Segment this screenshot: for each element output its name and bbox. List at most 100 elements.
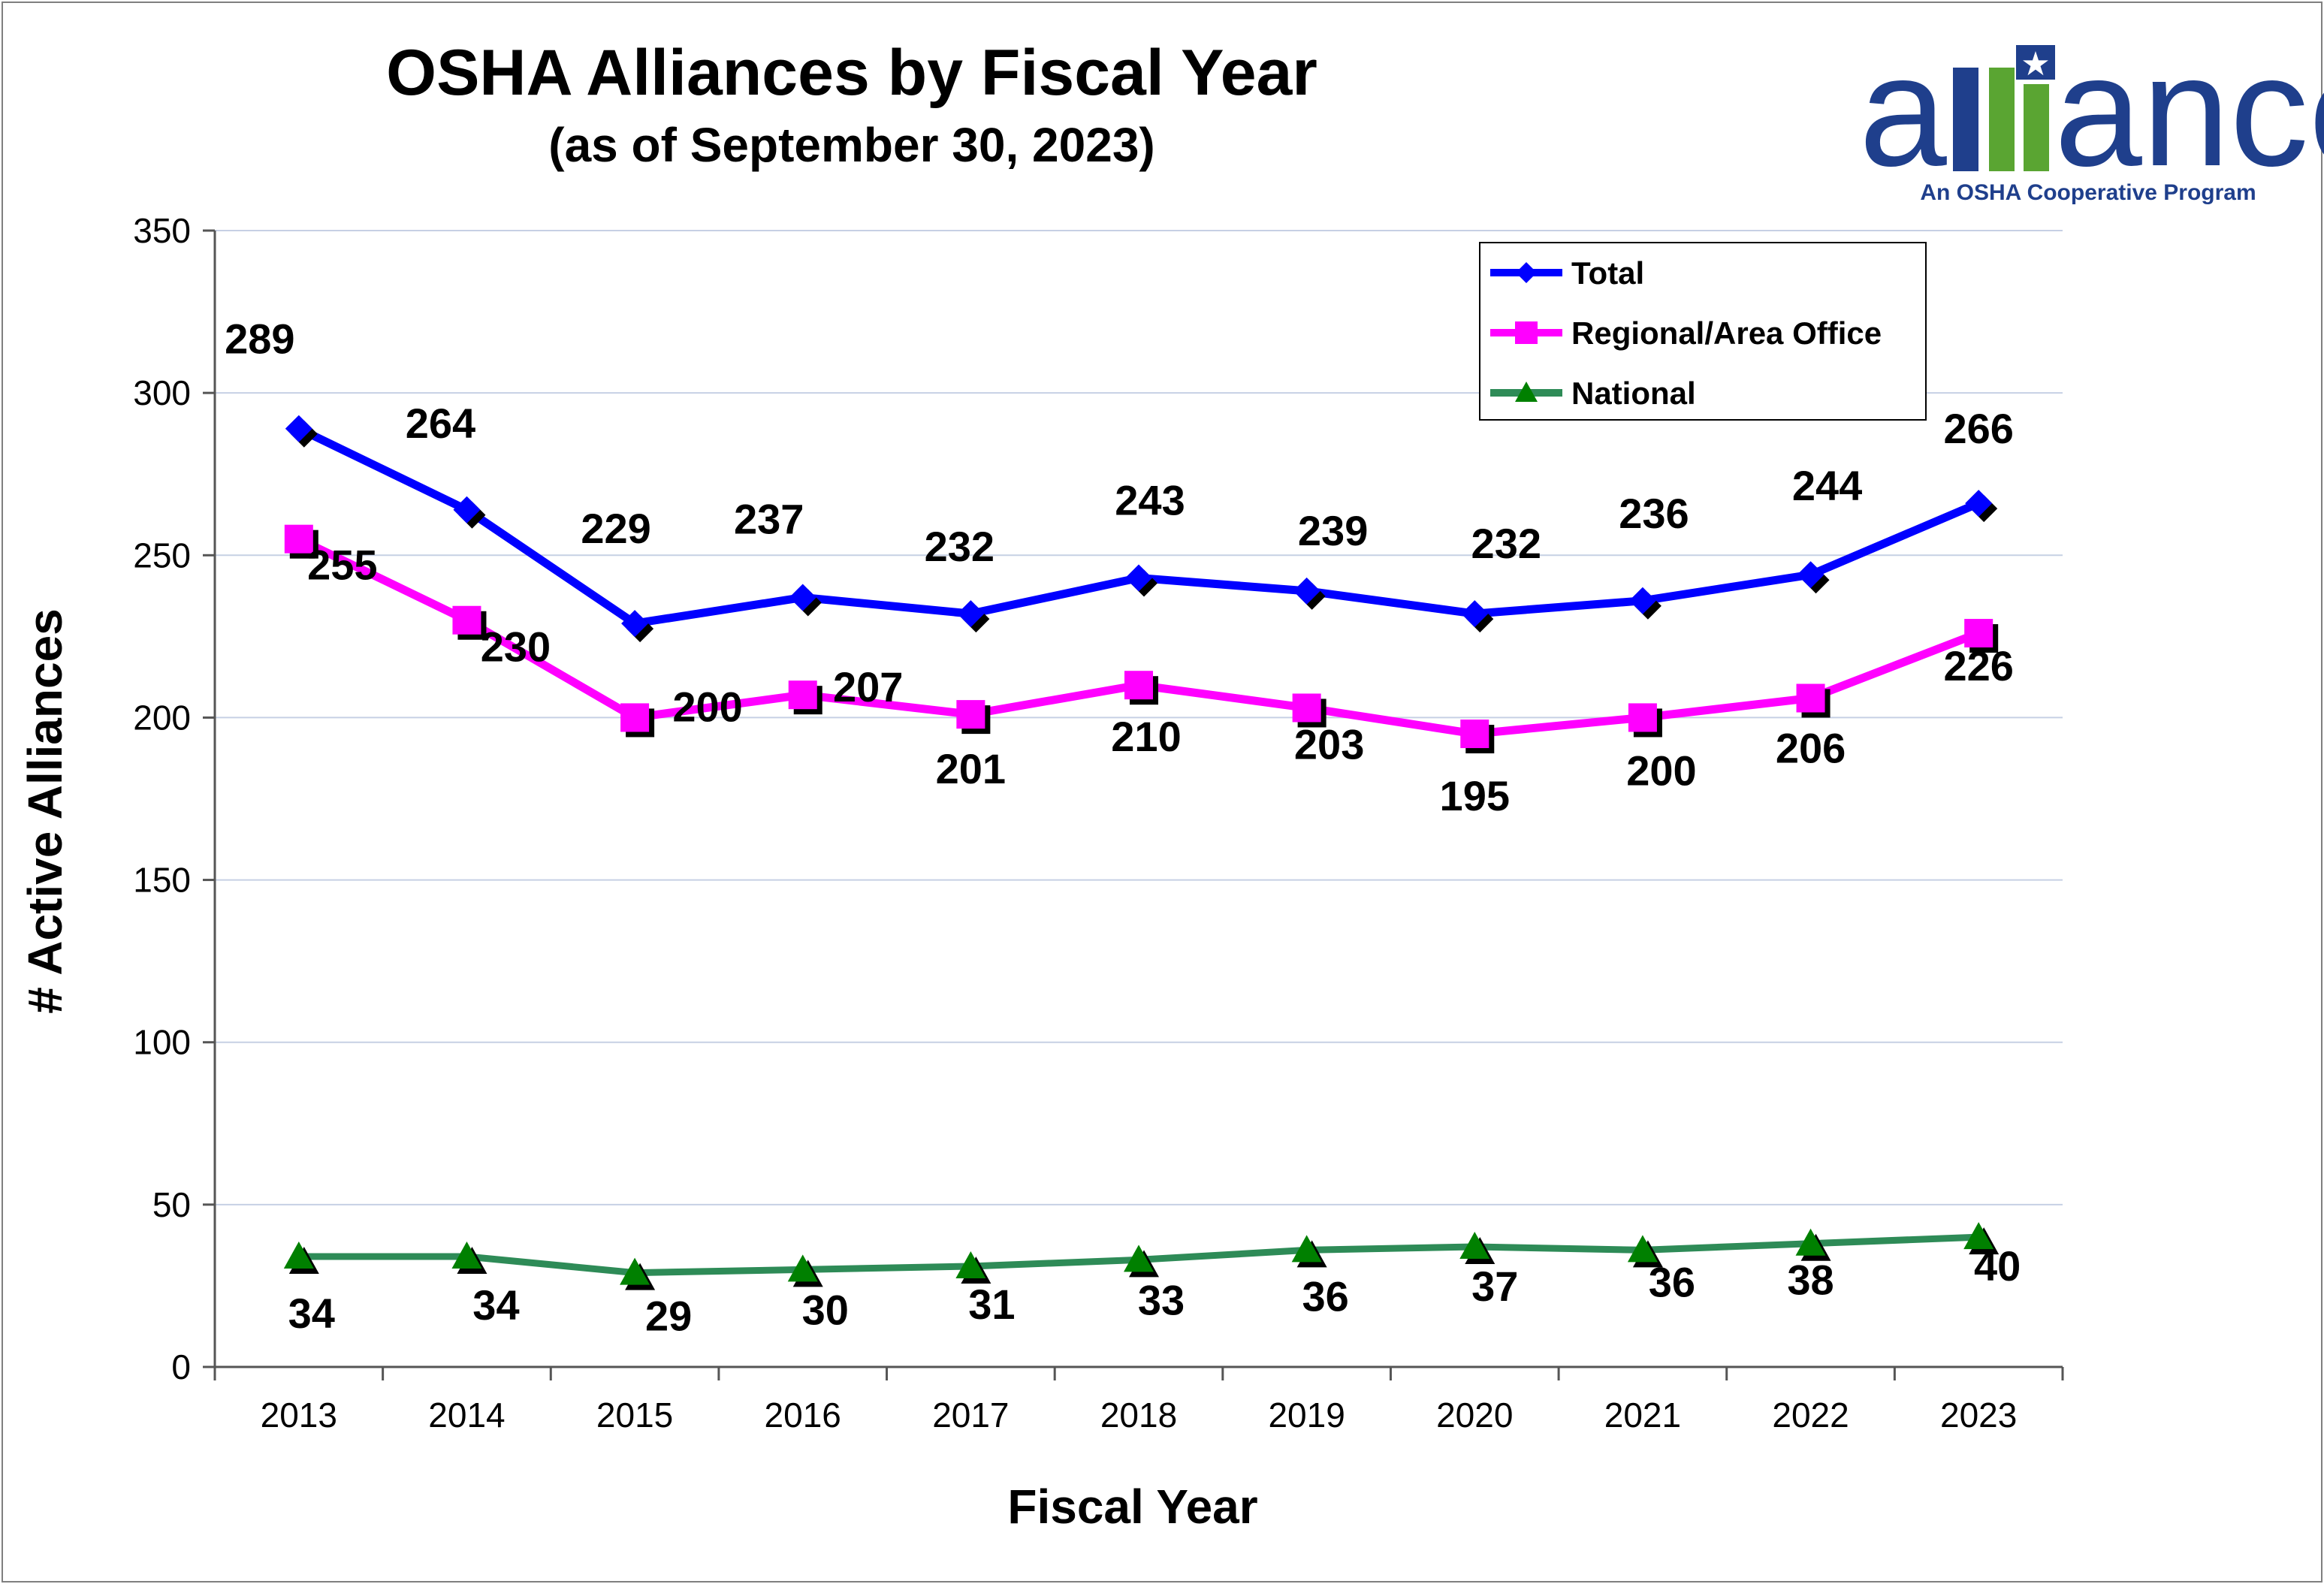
data-label: 230: [481, 623, 551, 671]
marker-square: [1796, 683, 1825, 713]
data-point: [452, 605, 487, 640]
series-total: 289 264 229 237 232 243 239 232 236 244 266: [225, 315, 2014, 643]
data-point: [1795, 1228, 1831, 1261]
y-tick-label: 0: [171, 1347, 191, 1386]
data-point: [1124, 671, 1158, 705]
data-label: 210: [1111, 713, 1181, 760]
data-point: [1125, 564, 1157, 597]
marker-square: [1124, 671, 1153, 700]
data-label: 36: [1302, 1272, 1348, 1320]
data-point: [1797, 561, 1830, 594]
data-point: [1796, 683, 1831, 718]
data-label: 33: [1138, 1276, 1185, 1323]
data-label: 200: [672, 683, 742, 730]
marker-diamond: [957, 600, 985, 628]
marker-diamond: [1965, 490, 1993, 517]
y-tick-label: 250: [133, 536, 191, 575]
data-point: [1291, 1235, 1327, 1268]
data-label: 36: [1649, 1258, 1695, 1305]
data-point: [1292, 693, 1326, 728]
data-label: 29: [645, 1293, 692, 1340]
marker-square: [1964, 619, 1994, 648]
y-tick-label: 50: [152, 1185, 191, 1224]
x-tick-label: 2022: [1772, 1395, 1849, 1435]
series-regional-area-office: 255 230 200 207 201 210 203 195 200 206 226: [284, 524, 2014, 819]
logo-l1: [1953, 68, 1978, 171]
data-point: [957, 600, 990, 633]
x-tick-label: 2020: [1436, 1395, 1513, 1435]
marker-triangle: [1627, 1235, 1658, 1263]
data-label: 237: [734, 495, 804, 542]
x-tick-label: 2013: [261, 1395, 337, 1435]
marker-triangle: [1291, 1235, 1322, 1263]
data-point: [788, 680, 822, 715]
marker-triangle: [1124, 1245, 1154, 1272]
data-label: 206: [1776, 724, 1846, 771]
data-label: 30: [802, 1286, 849, 1333]
y-tick-label: 200: [133, 698, 191, 737]
x-axis-title: Fiscal Year: [1007, 1480, 1257, 1534]
x-tick-label: 2019: [1268, 1395, 1345, 1435]
data-point: [1628, 703, 1662, 738]
marker-square: [1460, 720, 1489, 749]
data-label: 226: [1943, 642, 2013, 689]
data-label: 207: [833, 663, 903, 711]
x-tick-label: 2023: [1940, 1395, 2017, 1435]
marker-triangle: [1459, 1232, 1490, 1260]
data-point: [453, 496, 486, 529]
data-label: 236: [1619, 490, 1689, 537]
logo-wordmark: a: [1859, 23, 1947, 199]
data-label: 232: [925, 523, 994, 570]
data-point: [787, 1254, 823, 1287]
data-point: [620, 1257, 656, 1290]
marker-square: [452, 605, 481, 635]
plot-area: 0 50 100 150 200 250 300 350 2013 2014 2015 2016 201…: [133, 211, 2064, 1435]
data-point: [1627, 1235, 1663, 1268]
data-point: [1293, 577, 1326, 610]
data-point: [955, 1251, 991, 1284]
data-label: 229: [581, 505, 650, 552]
data-label: 255: [307, 542, 377, 589]
marker-diamond: [789, 584, 816, 611]
series-line-total: [297, 424, 1981, 628]
data-label: 195: [1440, 772, 1510, 819]
marker-diamond: [1797, 561, 1824, 589]
x-tick-label: 2014: [428, 1395, 505, 1435]
marker-triangle: [283, 1242, 314, 1269]
marker-square: [1628, 703, 1657, 732]
marker-triangle: [451, 1242, 482, 1269]
marker-triangle: [620, 1257, 650, 1285]
data-label: 244: [1792, 462, 1862, 509]
data-point: [1124, 1245, 1159, 1278]
data-label: 232: [1471, 520, 1541, 567]
logo-i: [2024, 84, 2049, 171]
marker-triangle: [787, 1254, 818, 1282]
data-point: [1628, 587, 1662, 620]
chart-title: OSHA Alliances by Fiscal Year: [386, 37, 1317, 109]
data-label: 40: [1974, 1242, 2021, 1290]
legend-marker-diamond: [1516, 262, 1537, 283]
data-label: 34: [288, 1290, 335, 1337]
y-tick-label: 150: [133, 861, 191, 900]
marker-triangle: [955, 1251, 986, 1278]
logo-l2: [1989, 68, 2015, 171]
marker-diamond: [1125, 564, 1152, 592]
marker-diamond: [1628, 587, 1656, 614]
x-tick-label: 2015: [596, 1395, 673, 1435]
star-icon: ★: [2021, 46, 2050, 83]
data-point: [1460, 720, 1495, 754]
data-label: 34: [472, 1281, 519, 1329]
legend: Total Regional/Area Office National: [1479, 242, 1927, 421]
y-tick-label: 300: [133, 373, 191, 412]
series-national: 34 34 29 30 31 33 36 37 36 38 40: [283, 1222, 2021, 1340]
x-tick-label: 2018: [1100, 1395, 1177, 1435]
y-tick-label: 100: [133, 1023, 191, 1062]
marker-triangle: [1795, 1228, 1826, 1256]
data-point: [956, 700, 991, 735]
data-label: 37: [1471, 1263, 1518, 1310]
data-point: [620, 703, 655, 738]
data-label: 264: [406, 400, 475, 447]
data-point: [284, 524, 318, 559]
data-label: 38: [1787, 1257, 1834, 1304]
data-point: [1963, 1222, 2000, 1255]
